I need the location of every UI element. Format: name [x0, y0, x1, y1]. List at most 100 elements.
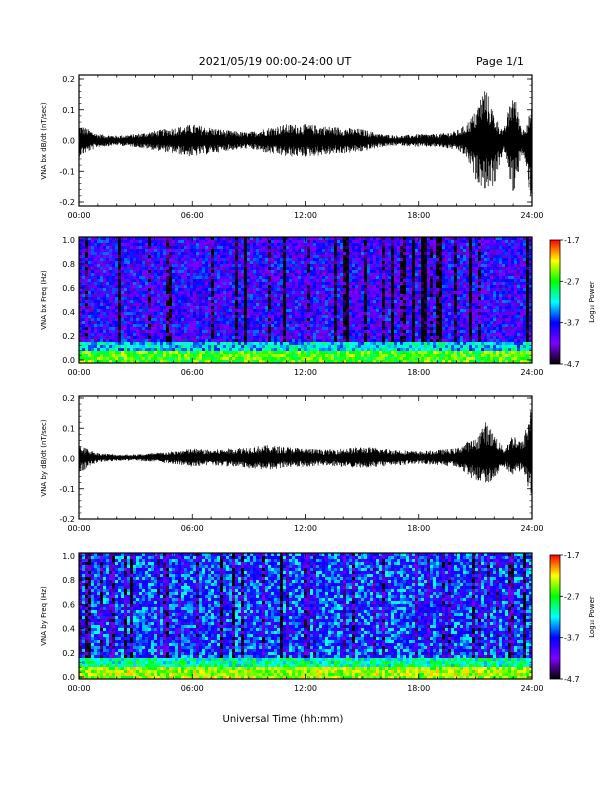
heatmap-cell	[424, 279, 428, 283]
heatmap-cell	[298, 312, 302, 316]
heatmap-cell	[211, 276, 215, 280]
heatmap-cell	[268, 345, 272, 349]
heatmap-cell	[394, 321, 398, 325]
heatmap-cell	[292, 246, 296, 250]
heatmap-cell	[256, 261, 260, 265]
heatmap-cell	[205, 312, 209, 316]
heatmap-cell	[121, 237, 125, 241]
heatmap-cell	[205, 360, 209, 364]
heatmap-cell	[274, 267, 278, 271]
heatmap-cell	[415, 345, 419, 349]
heatmap-cell	[106, 333, 110, 337]
heatmap-cell	[289, 243, 293, 247]
heatmap-cell	[286, 342, 290, 346]
heatmap-cell	[196, 315, 200, 319]
heatmap-cell	[271, 354, 275, 358]
heatmap-cell	[409, 255, 413, 259]
heatmap-cell	[385, 324, 389, 328]
heatmap-cell	[322, 312, 326, 316]
heatmap-cell	[295, 279, 299, 283]
heatmap-cell	[388, 261, 392, 265]
heatmap-cell	[181, 315, 185, 319]
heatmap-cell	[397, 336, 401, 340]
heatmap-cell	[256, 318, 260, 322]
heatmap-cell	[382, 354, 386, 358]
heatmap-cell	[148, 288, 152, 292]
heatmap-cell	[181, 258, 185, 262]
heatmap-cell	[334, 285, 338, 289]
heatmap-cell	[223, 246, 227, 250]
heatmap-cell	[106, 285, 110, 289]
heatmap-cell	[271, 261, 275, 265]
heatmap-cell	[106, 354, 110, 358]
heatmap-cell	[253, 333, 257, 337]
heatmap-cell	[280, 309, 284, 313]
heatmap-cell	[313, 303, 317, 307]
heatmap-cell	[211, 300, 215, 304]
heatmap-cell	[244, 240, 248, 244]
heatmap-cell	[220, 291, 224, 295]
heatmap-cell	[310, 300, 314, 304]
heatmap-cell	[187, 291, 191, 295]
heatmap-cell	[412, 315, 416, 319]
heatmap-cell	[256, 330, 260, 334]
heatmap-cell	[97, 303, 101, 307]
heatmap-cell	[211, 327, 215, 331]
heatmap-cell	[223, 285, 227, 289]
heatmap-cell	[244, 261, 248, 265]
heatmap-cell	[202, 258, 206, 262]
heatmap-cell	[355, 330, 359, 334]
heatmap-cell	[253, 300, 257, 304]
heatmap-cell	[382, 348, 386, 352]
heatmap-cell	[319, 255, 323, 259]
heatmap-cell	[154, 327, 158, 331]
heatmap-cell	[271, 342, 275, 346]
heatmap-cell	[292, 267, 296, 271]
heatmap-cell	[265, 339, 269, 343]
heatmap-cell	[160, 327, 164, 331]
heatmap-cell	[124, 291, 128, 295]
y-tick-label: -0.1	[59, 167, 75, 176]
heatmap-cell	[349, 327, 353, 331]
heatmap-cell	[370, 255, 374, 259]
heatmap-cell	[343, 258, 347, 262]
heatmap-cell	[379, 270, 383, 274]
heatmap-cell	[112, 243, 116, 247]
heatmap-cell	[127, 270, 131, 274]
heatmap-cell	[223, 333, 227, 337]
heatmap-cell	[319, 246, 323, 250]
heatmap-cell	[325, 243, 329, 247]
heatmap-cell	[307, 348, 311, 352]
heatmap-cell	[262, 333, 266, 337]
heatmap-cell	[340, 348, 344, 352]
heatmap-cell	[367, 324, 371, 328]
heatmap-cell	[364, 321, 368, 325]
heatmap-cell	[145, 264, 149, 268]
heatmap-cell	[262, 342, 266, 346]
heatmap-cell	[304, 303, 308, 307]
heatmap-cell	[349, 330, 353, 334]
heatmap-cell	[136, 285, 140, 289]
heatmap-cell	[184, 324, 188, 328]
heatmap-cell	[361, 255, 365, 259]
heatmap-cell	[211, 267, 215, 271]
heatmap-cell	[394, 243, 398, 247]
heatmap-cell	[235, 279, 239, 283]
heatmap-cell	[118, 276, 122, 280]
heatmap-cell	[409, 252, 413, 256]
heatmap-cell	[379, 321, 383, 325]
heatmap-cell	[394, 255, 398, 259]
heatmap-cell	[208, 324, 212, 328]
heatmap-cell	[364, 237, 368, 241]
heatmap-cell	[190, 246, 194, 250]
heatmap-cell	[112, 276, 116, 280]
heatmap-cell	[283, 237, 287, 241]
heatmap-cell	[355, 351, 359, 355]
heatmap-cell	[220, 345, 224, 349]
heatmap-cell	[340, 282, 344, 286]
heatmap-cell	[97, 240, 101, 244]
heatmap-cell	[307, 279, 311, 283]
heatmap-cell	[280, 348, 284, 352]
heatmap-cell	[202, 291, 206, 295]
heatmap-cell	[130, 282, 134, 286]
